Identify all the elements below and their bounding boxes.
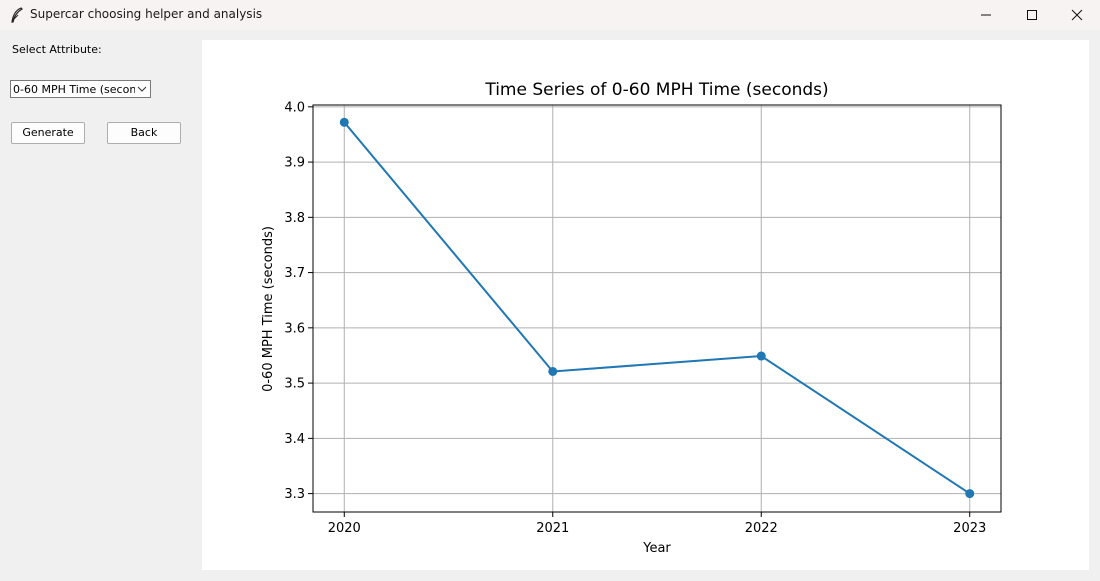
data-point	[965, 489, 975, 499]
title-bar: Supercar choosing helper and analysis	[0, 0, 1100, 30]
chevron-down-icon	[137, 86, 147, 92]
x-tick-label: 2020	[328, 521, 361, 536]
attribute-select[interactable]: 0-60 MPH Time (secon	[10, 80, 151, 98]
y-tick-label: 3.4	[284, 432, 305, 447]
grid	[313, 105, 1001, 512]
line-chart: 2020 2021 2022 2023 3.3 3.4 3.5 3.6 3.7 3.8 3.9 4.0…	[261, 80, 1002, 556]
data-point	[339, 117, 349, 127]
x-tick-label: 2023	[953, 521, 986, 536]
ticks: 2020 2021 2022 2023 3.3 3.4 3.5 3.6 3.7 3.8 3.9 4.0	[284, 100, 986, 536]
y-tick-label: 3.6	[284, 321, 305, 336]
window-title: Supercar choosing helper and analysis	[30, 7, 263, 21]
maximize-button[interactable]	[1009, 0, 1055, 30]
x-axis-label: Year	[642, 541, 671, 556]
y-tick-label: 3.5	[284, 377, 305, 392]
data-point	[548, 366, 558, 376]
maximize-icon	[1027, 10, 1037, 20]
minimize-button[interactable]	[963, 0, 1009, 30]
y-tick-label: 3.9	[284, 156, 305, 171]
axes-frame	[312, 104, 1002, 513]
series-layer	[339, 117, 975, 499]
y-axis-label: 0-60 MPH Time (seconds)	[261, 226, 276, 392]
data-point	[756, 351, 766, 361]
x-tick-label: 2022	[745, 521, 778, 536]
y-tick-label: 3.8	[284, 211, 305, 226]
series-line	[343, 121, 971, 495]
attribute-select-value: 0-60 MPH Time (secon	[13, 83, 135, 96]
back-button[interactable]: Back	[107, 122, 181, 144]
chart-title: Time Series of 0-60 MPH Time (seconds)	[484, 80, 828, 100]
y-tick-label: 3.3	[284, 487, 305, 502]
y-tick-label: 4.0	[284, 100, 305, 115]
close-icon	[1071, 9, 1083, 21]
minimize-icon	[981, 14, 991, 16]
plot-canvas: 2020 2021 2022 2023 3.3 3.4 3.5 3.6 3.7 3.8 3.9 4.0…	[202, 40, 1089, 570]
feather-icon	[11, 7, 23, 23]
y-tick-label: 3.7	[284, 266, 305, 281]
close-button[interactable]	[1054, 0, 1100, 30]
select-attribute-label: Select Attribute:	[12, 43, 102, 56]
generate-button[interactable]: Generate	[11, 122, 85, 144]
x-tick-label: 2021	[536, 521, 569, 536]
